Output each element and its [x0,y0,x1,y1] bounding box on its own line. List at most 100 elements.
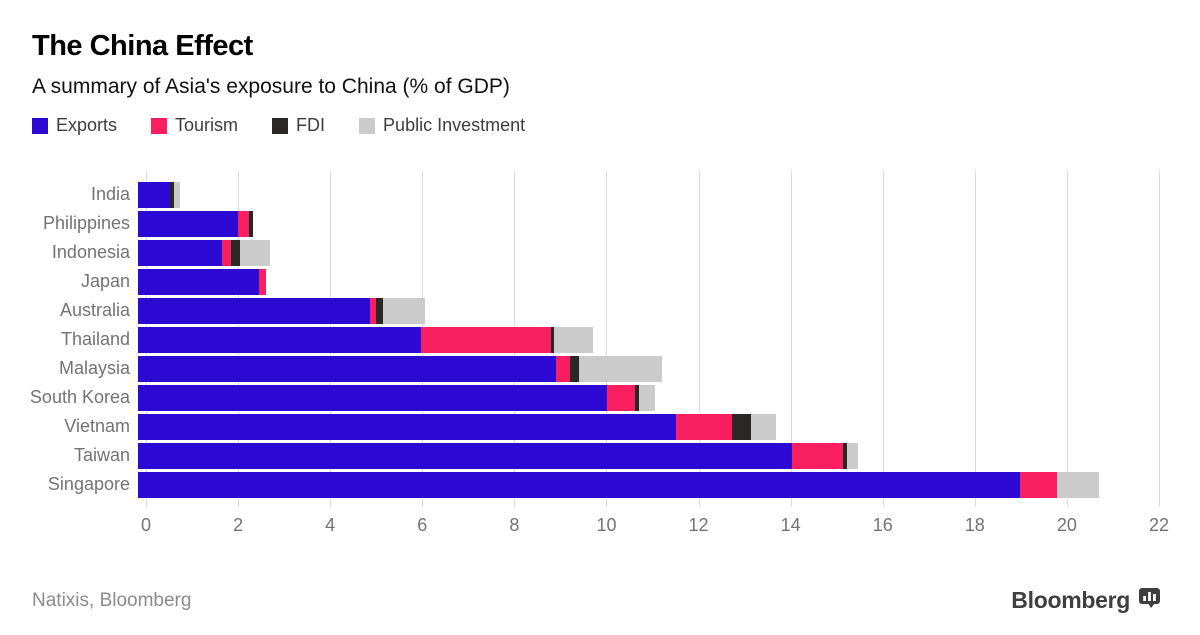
legend-label: FDI [296,115,326,135]
bar-segment-exports [138,297,371,324]
bar-segment-tourism [555,355,570,382]
bar-track [138,239,1159,266]
gridline-12 [698,170,700,507]
bar-segment-exports [138,181,171,208]
bar-row-japan: Japan [0,267,1159,296]
bar-segment-public-investment [240,239,271,266]
bar-segment-fdi [569,355,579,382]
x-tick-label-12: 12 [688,515,709,535]
category-label: Indonesia [51,242,130,262]
x-tick-label-18: 18 [964,515,985,535]
x-tick-label-6: 6 [417,515,428,535]
bar-segment-public-investment [383,297,425,324]
legend-label: Tourism [175,115,239,135]
x-tick-label-4: 4 [325,515,336,535]
bar-track [138,210,1159,237]
legend-swatch-exports [32,117,48,134]
bar-segment-fdi [249,210,254,237]
bar-segment-tourism [1019,471,1057,498]
category-label: Vietnam [64,416,130,436]
gridline-18 [974,170,976,507]
bar-segment-public-investment [750,413,777,440]
bar-segment-exports [138,239,222,266]
bar-row-philippines: Philippines [0,209,1159,238]
source-text: Natixis, Bloomberg [32,589,192,611]
bloomberg-logo-icon [1138,586,1162,615]
bar-segment-public-investment [1056,471,1099,498]
bar-segment-tourism [421,326,552,353]
bar-segment-public-investment [578,355,663,382]
chart-subtitle: A summary of Asia's exposure to China (%… [32,75,510,98]
bloomberg-logo-text: Bloomberg [1011,587,1130,613]
bar-track [138,442,1159,469]
legend-swatch-tourism [151,117,168,134]
bar-track [138,297,1159,324]
bar-segment-fdi [732,413,751,440]
x-tick-label-22: 22 [1148,515,1170,535]
gridline-14 [790,170,792,507]
x-tick-label-20: 20 [1056,515,1077,535]
bar-track [138,471,1159,498]
bar-segment-exports [138,442,793,469]
plot-rows: India Philippines Indonesia Japan Australia T… [0,180,1159,499]
x-tick-label-14: 14 [780,515,801,535]
bar-segment-exports [138,268,259,295]
bar-segment-tourism [370,297,376,324]
legend-label: Exports [56,115,118,135]
bar-row-singapore: Singapore [0,470,1159,499]
legend-swatch-public-investment [359,117,376,134]
category-label: Malaysia [58,358,130,378]
bar-segment-fdi [551,326,554,353]
bar-row-india: India [0,180,1159,209]
category-label: Taiwan [73,445,130,465]
bar-track [138,384,1159,411]
bar-track [138,268,1159,295]
bar-row-australia: Australia [0,296,1159,325]
bar-segment-exports [138,355,556,382]
x-axis: 0 2 4 6 8 10 12 14 16 18 20 22 [141,507,1169,541]
category-label: Thailand [60,329,130,349]
bar-segment-tourism [792,442,844,469]
gridline-10 [606,170,608,507]
x-tick-label-16: 16 [872,515,893,535]
bar-segment-exports [138,471,1020,498]
category-label: Australia [59,300,130,320]
bloomberg-logo: Bloomberg [1011,586,1162,615]
bar-segment-tourism [676,413,733,440]
legend-item-fdi: FDI [272,115,325,136]
legend-item-exports: Exports [32,115,117,136]
bar-segment-fdi [170,181,174,208]
bar-track [138,326,1159,353]
bar-row-vietnam: Vietnam [0,412,1159,441]
bar-track [138,413,1159,440]
gridline-22 [1159,170,1160,507]
legend: Exports Tourism FDI Public Investment [0,115,1200,136]
bar-segment-exports [138,210,238,237]
category-label: South Korea [29,387,130,407]
bar-segment-fdi [375,297,384,324]
bar-segment-fdi [230,239,241,266]
bar-segment-fdi [634,384,640,411]
x-tick-label-8: 8 [509,515,520,535]
bar-track [138,355,1159,382]
chart-title: The China Effect [32,30,253,62]
legend-swatch-fdi [272,117,289,134]
footer: Natixis, Bloomberg Bloomberg [0,586,1200,635]
bar-segment-exports [138,384,607,411]
category-label: Philippines [42,213,130,233]
x-tick-label-10: 10 [596,515,617,535]
gridline-20 [1066,170,1068,507]
bar-segment-public-investment [173,181,180,208]
legend-label: Public Investment [383,115,526,135]
bar-segment-tourism [606,384,635,411]
bar-row-south-korea: South Korea [0,383,1159,412]
bar-segment-public-investment [846,442,859,469]
bar-segment-exports [138,413,677,440]
bar-segment-exports [138,326,422,353]
bar-segment-public-investment [639,384,656,411]
bar-segment-tourism [258,268,266,295]
x-tick-label-2: 2 [233,515,244,535]
bar-segment-tourism [221,239,231,266]
x-tick-label-0: 0 [140,515,152,535]
